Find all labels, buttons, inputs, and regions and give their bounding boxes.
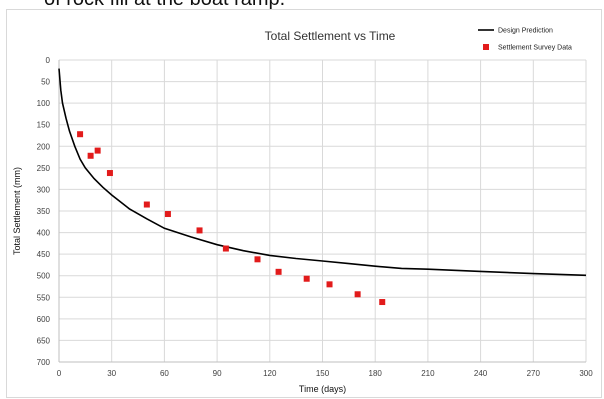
y-tick-label: 550 bbox=[37, 293, 51, 302]
x-tick-label: 210 bbox=[421, 369, 435, 378]
x-tick-label: 60 bbox=[160, 369, 169, 378]
survey-data-point bbox=[77, 131, 84, 138]
y-tick-label: 0 bbox=[46, 56, 51, 65]
survey-data-point bbox=[354, 291, 361, 298]
y-tick-label: 150 bbox=[37, 121, 51, 130]
x-axis-label: Time (days) bbox=[299, 384, 346, 394]
legend-label-design-prediction: Design Prediction bbox=[498, 28, 553, 35]
survey-data-point bbox=[143, 201, 150, 208]
x-tick-label: 90 bbox=[213, 369, 222, 378]
survey-data-point bbox=[87, 152, 94, 159]
survey-data-point bbox=[379, 299, 386, 306]
legend-label-survey-data: Settlement Survey Data bbox=[498, 45, 572, 52]
x-tick-label: 300 bbox=[579, 369, 593, 378]
y-tick-label: 100 bbox=[37, 99, 51, 108]
y-tick-label: 250 bbox=[37, 164, 51, 173]
y-axis-label: Total Settlement (mm) bbox=[12, 167, 22, 255]
y-tick-label: 400 bbox=[37, 229, 51, 238]
survey-data-point bbox=[254, 256, 261, 263]
y-tick-label: 600 bbox=[37, 315, 51, 324]
chart-title: Total Settlement vs Time bbox=[265, 29, 396, 43]
legend-marker-swatch bbox=[483, 44, 489, 50]
x-tick-label: 240 bbox=[474, 369, 488, 378]
survey-data-point bbox=[222, 245, 229, 252]
y-tick-label: 300 bbox=[37, 185, 51, 194]
x-tick-label: 270 bbox=[527, 369, 541, 378]
x-tick-label: 30 bbox=[107, 369, 116, 378]
y-tick-label: 200 bbox=[37, 142, 51, 151]
survey-data-point bbox=[164, 211, 171, 218]
survey-data-point bbox=[94, 147, 101, 154]
survey-data-point bbox=[106, 170, 113, 177]
survey-data-point bbox=[275, 268, 282, 275]
page-header-text: of rock fill at the boat ramp. bbox=[44, 0, 285, 11]
y-tick-label: 450 bbox=[37, 250, 51, 259]
survey-data-point bbox=[303, 275, 310, 282]
series-line-design-prediction bbox=[58, 68, 587, 277]
y-tick-label: 350 bbox=[37, 207, 51, 216]
y-tick-label: 700 bbox=[37, 358, 51, 367]
survey-data-point bbox=[196, 227, 203, 234]
x-tick-label: 120 bbox=[263, 369, 277, 378]
y-tick-label: 500 bbox=[37, 272, 51, 281]
x-tick-label: 150 bbox=[316, 369, 330, 378]
survey-data-point bbox=[326, 281, 333, 288]
y-tick-label: 650 bbox=[37, 336, 51, 345]
y-tick-label: 50 bbox=[41, 78, 50, 87]
x-tick-label: 180 bbox=[369, 369, 383, 378]
x-tick-label: 0 bbox=[57, 369, 62, 378]
